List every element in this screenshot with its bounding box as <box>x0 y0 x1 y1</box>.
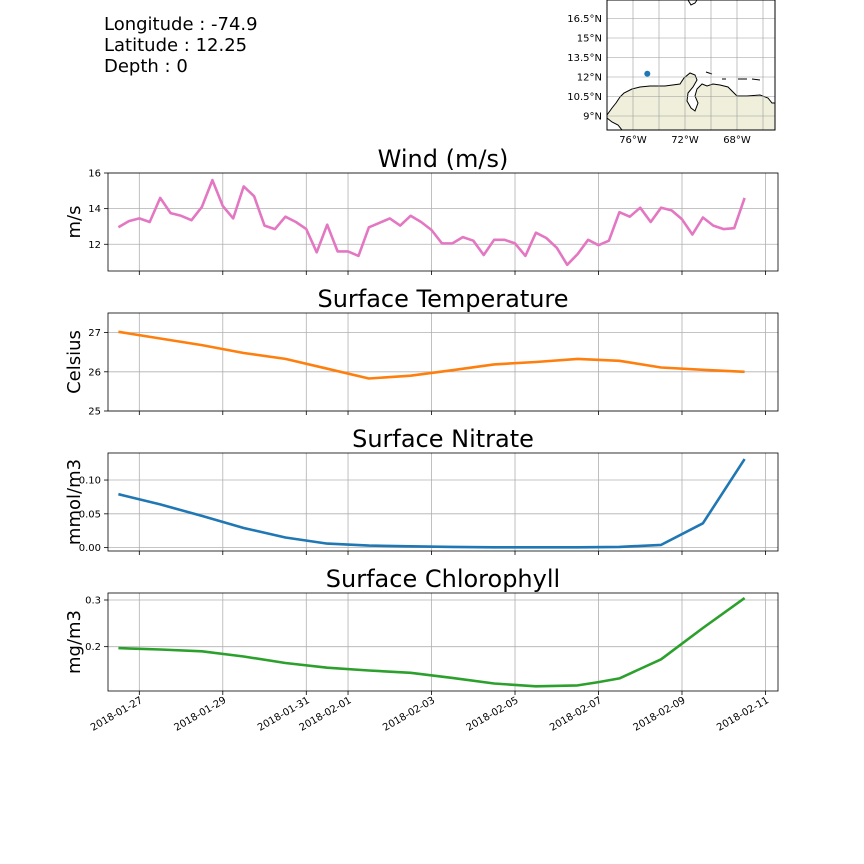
map-lat-label: 10.5°N <box>567 92 602 103</box>
location-marker <box>644 70 651 77</box>
chart-panel: 25 26 27 Surface Temperature Celsius <box>64 285 779 418</box>
chart-panel: 12 14 16 Wind (m/s) m/s <box>64 145 779 275</box>
map-lat-label: 13.5°N <box>567 53 602 64</box>
latitude-label: Latitude : 12.25 <box>104 35 248 56</box>
series-line <box>118 458 746 549</box>
plot-frame <box>107 172 779 272</box>
map-coast-north <box>687 0 698 6</box>
location-map: 16.5°N 15°N 13.5°N 12°N 10.5°N 9°N 76°W 72°W 68°… <box>567 0 776 146</box>
x-tick-label: 2018-02-11 <box>715 695 771 734</box>
x-tick-label: 2018-02-07 <box>548 695 604 734</box>
plot-frame <box>107 452 779 552</box>
longitude-label: Longitude : -74.9 <box>104 14 258 35</box>
plot-area <box>108 173 778 271</box>
chart-panel: 0.2 0.3 Surface Chlorophyll mg/m3 <box>64 565 779 695</box>
y-tick-label: 0.2 <box>85 642 101 653</box>
x-tick-label: 2018-02-03 <box>381 695 437 734</box>
plot-frame <box>107 592 779 692</box>
x-tick-label: 2018-02-09 <box>632 695 688 734</box>
map-lat-label: 15°N <box>577 34 602 45</box>
plot-area <box>108 453 778 551</box>
y-axis-label: m/s <box>64 206 85 239</box>
location-info: Longitude : -74.9 Latitude : 12.25 Depth… <box>104 14 258 77</box>
y-tick-label: 0.00 <box>79 543 101 554</box>
y-tick-label: 26 <box>88 367 101 378</box>
chart-title: Wind (m/s) <box>378 145 509 173</box>
map-lon-label: 76°W <box>619 135 647 146</box>
x-tick-label: 2018-01-29 <box>172 695 228 734</box>
map-lat-label: 12°N <box>577 73 602 84</box>
x-tick-label: 2018-02-05 <box>465 695 521 734</box>
depth-label: Depth : 0 <box>104 56 188 77</box>
x-tick-label: 2018-01-27 <box>89 695 145 734</box>
map-lon-label: 72°W <box>671 135 699 146</box>
chart-title: Surface Chlorophyll <box>326 565 560 593</box>
map-lat-label: 9°N <box>583 112 602 123</box>
y-tick-label: 0.3 <box>85 596 101 607</box>
y-tick-label: 12 <box>88 240 101 251</box>
map-lon-label: 68°W <box>723 135 751 146</box>
y-axis-label: mmol/m3 <box>64 459 85 545</box>
series-line <box>118 330 745 380</box>
y-tick-label: 0.10 <box>79 476 101 487</box>
map-lat-label: 16.5°N <box>567 14 602 25</box>
chart-title: Surface Nitrate <box>352 425 534 453</box>
y-axis-label: Celsius <box>64 330 85 394</box>
plot-frame <box>107 312 779 412</box>
y-tick-label: 16 <box>88 169 101 180</box>
y-tick-label: 14 <box>88 204 101 215</box>
series-line <box>118 597 746 688</box>
map-frame <box>606 0 776 131</box>
plot-area <box>108 593 778 691</box>
y-axis-label: mg/m3 <box>64 610 85 674</box>
chart-panel: 0.00 0.05 0.10 Surface Nitrate mmol/m3 <box>64 425 779 555</box>
y-tick-label: 0.05 <box>79 509 101 520</box>
y-tick-label: 27 <box>88 328 101 339</box>
chart-title: Surface Temperature <box>317 285 568 313</box>
plot-area <box>108 313 778 411</box>
y-tick-label: 25 <box>88 407 101 418</box>
map-coast-islands <box>705 71 761 81</box>
